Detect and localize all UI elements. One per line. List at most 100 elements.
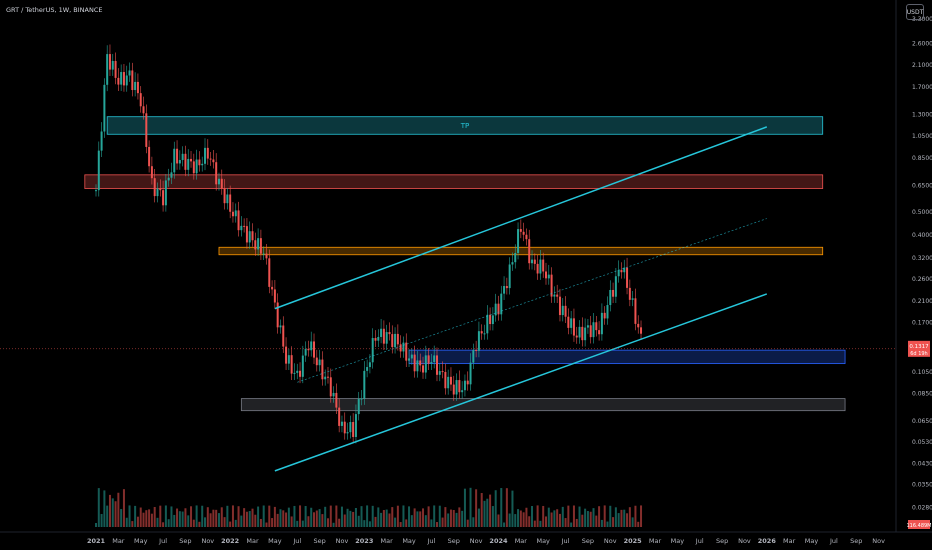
- zone-4: [240, 398, 846, 412]
- candle-body: [430, 362, 433, 364]
- volume-bar: [245, 511, 248, 527]
- x-tick-label: May: [536, 537, 550, 545]
- volume-bar: [120, 509, 123, 527]
- candle-body: [394, 333, 397, 348]
- candle-body: [128, 70, 131, 76]
- time-axis[interactable]: 2021 Mar May Jul Sep Nov 2022 Mar May Jul Sep Nov 20…: [87, 537, 885, 545]
- candle-body: [382, 328, 385, 344]
- volume-bar: [131, 521, 134, 527]
- candle-body: [424, 355, 427, 373]
- volume-bar: [514, 514, 517, 527]
- candle-body: [159, 188, 162, 191]
- x-tick-label: May: [671, 537, 685, 545]
- candle-body: [148, 146, 151, 167]
- volume-bar: [248, 511, 251, 527]
- zone-2: [218, 246, 824, 256]
- x-tick-label: 2021: [87, 537, 106, 545]
- volume-bar: [391, 507, 394, 527]
- candle-body: [301, 355, 304, 377]
- volume-bar: [237, 506, 240, 527]
- candle-body: [491, 315, 494, 325]
- volume-bar: [313, 512, 316, 527]
- candle-body: [195, 159, 198, 174]
- candle-body: [416, 360, 419, 372]
- x-tick-label: Nov: [604, 537, 617, 545]
- volume-bar: [558, 513, 561, 527]
- volume-bar: [505, 488, 508, 527]
- currency-button[interactable]: USDT: [906, 4, 924, 20]
- candle-body: [259, 238, 262, 254]
- candle-body: [352, 422, 355, 437]
- candle-body: [514, 252, 517, 263]
- candle-body: [114, 60, 117, 78]
- volume-bar: [170, 506, 173, 527]
- volume-bar: [572, 505, 575, 527]
- volume-bar: [190, 506, 193, 527]
- volume-bar: [399, 522, 402, 527]
- volume-bar: [195, 505, 198, 527]
- candle-body: [293, 372, 296, 374]
- candle-body: [313, 341, 316, 358]
- volume-bar: [609, 505, 612, 527]
- zone-1: [84, 174, 824, 189]
- countdown-label: 6d 19h: [910, 351, 927, 357]
- volume-bar: [145, 510, 148, 527]
- x-tick-label: Mar: [112, 537, 125, 545]
- candle-body: [145, 113, 148, 147]
- volume-bar: [438, 505, 441, 527]
- x-tick-label: 2024: [489, 537, 508, 545]
- volume-bar: [402, 505, 405, 527]
- volume-bar: [547, 507, 550, 527]
- price-axis[interactable]: 3.30002.60002.10001.70001.30001.05000.85…: [907, 16, 932, 529]
- volume-bar: [106, 505, 109, 527]
- volume-bar: [184, 508, 187, 527]
- volume-bar: [435, 522, 438, 527]
- candle-body: [380, 328, 383, 337]
- volume-bar: [254, 514, 257, 527]
- volume-bar: [315, 510, 318, 527]
- volume-bar: [321, 514, 324, 527]
- volume-bar: [424, 515, 427, 527]
- volume-bar: [626, 513, 629, 527]
- candle-body: [368, 362, 371, 368]
- candle-body: [167, 177, 170, 181]
- candle-body: [357, 398, 360, 415]
- volume-bar: [458, 507, 461, 527]
- y-tick-label: 0.1700: [912, 320, 932, 327]
- candle-body: [505, 286, 508, 289]
- volume-bar: [243, 508, 246, 527]
- volume-bar: [340, 506, 343, 527]
- candle-body: [466, 380, 469, 385]
- x-tick-label: Mar: [381, 537, 394, 545]
- y-tick-label: 0.0350: [912, 482, 932, 489]
- volume-bar: [522, 512, 525, 527]
- volume-bar: [181, 511, 184, 527]
- volume-bar: [542, 505, 545, 527]
- candle-body: [237, 210, 240, 231]
- candle-body: [248, 231, 251, 243]
- volume-bar: [95, 523, 97, 527]
- volume-bar: [282, 510, 285, 527]
- candle-body: [153, 178, 156, 197]
- volume-bar: [114, 501, 117, 527]
- candle-body: [245, 226, 248, 243]
- volume-bar: [148, 509, 151, 527]
- candle-body: [307, 348, 310, 351]
- volume-bar: [455, 512, 458, 527]
- volume-bar: [134, 505, 137, 527]
- volume-bar: [603, 505, 606, 527]
- x-tick-label: Nov: [336, 537, 349, 545]
- candle-body: [106, 54, 109, 85]
- candle-body: [533, 259, 536, 264]
- volume-bar: [612, 517, 615, 527]
- x-tick-label: Mar: [515, 537, 528, 545]
- volume-bar: [452, 510, 455, 527]
- candle-body: [262, 253, 265, 255]
- volume-bar: [382, 510, 385, 527]
- x-tick-label: Jul: [561, 537, 570, 545]
- candle-body: [480, 331, 483, 334]
- candle-body: [162, 190, 165, 206]
- channel-lines: [0, 126, 896, 472]
- volume-bar: [332, 522, 335, 527]
